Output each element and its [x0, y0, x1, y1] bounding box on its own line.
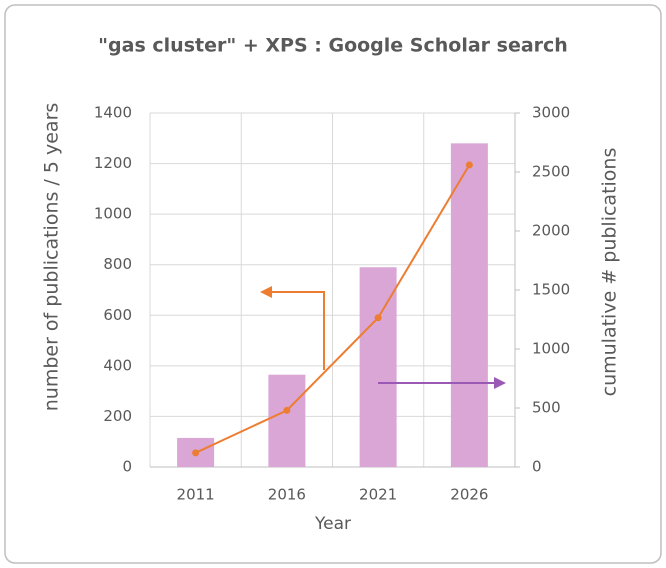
x-tick-label: 2026: [450, 486, 488, 504]
y2-tick-label: 1500: [532, 281, 570, 299]
left-arrow: [268, 291, 325, 370]
bar: [450, 143, 488, 468]
y2-tick-label: 0: [532, 458, 542, 476]
y-axis-title: number of publications / 5 years: [41, 103, 63, 412]
x-tick-label: 2021: [359, 486, 397, 504]
x-axis-title: Year: [314, 514, 351, 534]
y-tick-label: 600: [103, 306, 132, 324]
y2-tick-label: 3000: [532, 104, 570, 122]
y2-tick-label: 500: [532, 399, 561, 417]
y-tick-label: 800: [103, 255, 132, 273]
chart-title: "gas cluster" + XPS : Google Scholar sea…: [98, 35, 568, 57]
y-tick-label: 1200: [94, 154, 132, 172]
y2-tick-label: 2000: [532, 222, 570, 240]
right-arrow-head: [494, 377, 506, 389]
y-tick-label: 200: [103, 407, 132, 425]
left-arrow-head: [260, 286, 272, 298]
y2-tick-label: 1000: [532, 340, 570, 358]
bar: [268, 374, 306, 467]
bar: [359, 267, 397, 467]
plot-area: 0 200 400 600 800 1000 1200 1400 0 500 1000 1500 200…: [94, 104, 570, 504]
line: [195, 164, 471, 454]
line-marker: [192, 449, 200, 457]
y-tick-label: 1400: [94, 104, 132, 122]
x-tick-label: 2016: [268, 486, 306, 504]
line-marker: [465, 161, 473, 169]
y2-axis-title: cumulative # publications: [599, 148, 621, 397]
line-marker: [283, 406, 291, 414]
y-tick-label: 400: [103, 356, 132, 374]
y-tick-label: 0: [122, 458, 132, 476]
y2-tick-label: 2500: [532, 163, 570, 181]
annotation-arrows: [260, 286, 506, 389]
y-tick-label: 1000: [94, 205, 132, 223]
x-tick-label: 2011: [177, 486, 215, 504]
line-marker: [374, 314, 382, 322]
